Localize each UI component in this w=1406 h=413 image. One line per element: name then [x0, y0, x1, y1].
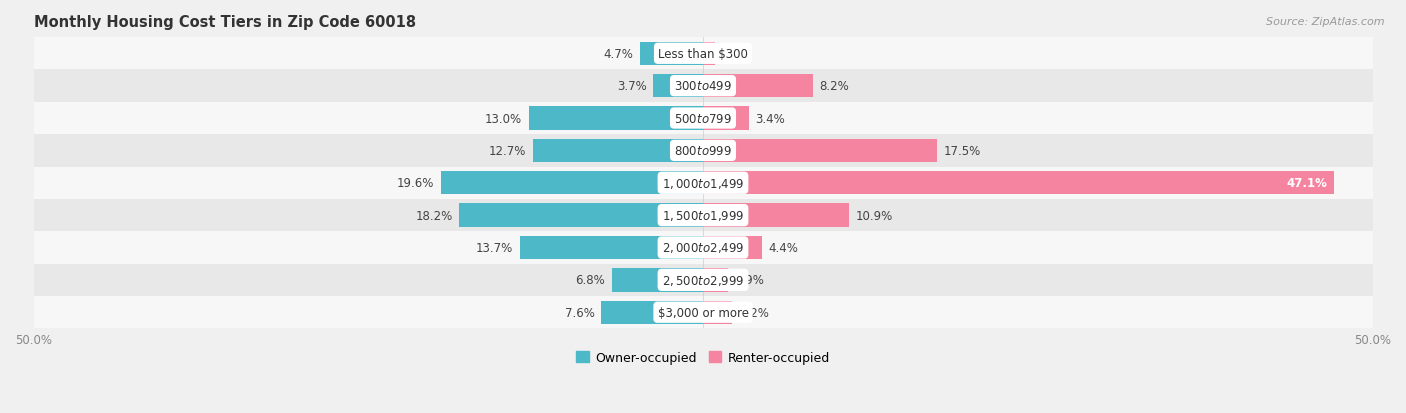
Bar	[34, 264, 1372, 296]
Text: 47.1%: 47.1%	[1286, 177, 1327, 190]
Bar	[654, 75, 703, 98]
Text: 3.7%: 3.7%	[617, 80, 647, 93]
Text: $1,500 to $1,999: $1,500 to $1,999	[662, 209, 744, 223]
Bar	[602, 301, 703, 324]
Text: $500 to $799: $500 to $799	[673, 112, 733, 125]
Bar	[703, 204, 849, 227]
Text: 4.4%: 4.4%	[769, 242, 799, 254]
Text: $3,000 or more: $3,000 or more	[658, 306, 748, 319]
Text: 19.6%: 19.6%	[396, 177, 434, 190]
Bar	[612, 268, 703, 292]
Text: 4.7%: 4.7%	[603, 47, 633, 61]
Text: 2.2%: 2.2%	[740, 306, 769, 319]
Bar	[703, 268, 728, 292]
Text: $1,000 to $1,499: $1,000 to $1,499	[662, 176, 744, 190]
Text: 18.2%: 18.2%	[415, 209, 453, 222]
Text: Less than $300: Less than $300	[658, 47, 748, 61]
Text: $2,000 to $2,499: $2,000 to $2,499	[662, 241, 744, 255]
Text: 8.2%: 8.2%	[820, 80, 849, 93]
Legend: Owner-occupied, Renter-occupied: Owner-occupied, Renter-occupied	[571, 346, 835, 369]
Bar	[34, 135, 1372, 167]
Bar	[34, 167, 1372, 199]
Text: $800 to $999: $800 to $999	[673, 145, 733, 157]
Text: $300 to $499: $300 to $499	[673, 80, 733, 93]
Bar	[533, 140, 703, 163]
Text: 10.9%: 10.9%	[856, 209, 893, 222]
Bar	[703, 172, 1334, 195]
Text: 7.6%: 7.6%	[565, 306, 595, 319]
Bar	[703, 107, 748, 131]
Text: 1.9%: 1.9%	[735, 274, 765, 287]
Text: 13.7%: 13.7%	[475, 242, 513, 254]
Text: Monthly Housing Cost Tiers in Zip Code 60018: Monthly Housing Cost Tiers in Zip Code 6…	[34, 15, 416, 30]
Bar	[703, 236, 762, 259]
Text: 12.7%: 12.7%	[489, 145, 526, 157]
Text: $2,500 to $2,999: $2,500 to $2,999	[662, 273, 744, 287]
Text: Source: ZipAtlas.com: Source: ZipAtlas.com	[1267, 17, 1385, 26]
Bar	[529, 107, 703, 131]
Bar	[34, 102, 1372, 135]
Bar	[460, 204, 703, 227]
Text: 3.4%: 3.4%	[755, 112, 785, 125]
Bar	[520, 236, 703, 259]
Bar	[703, 75, 813, 98]
Bar	[34, 70, 1372, 102]
Bar	[34, 199, 1372, 232]
Bar	[703, 301, 733, 324]
Text: 13.0%: 13.0%	[485, 112, 522, 125]
Bar	[640, 43, 703, 66]
Text: 17.5%: 17.5%	[943, 145, 981, 157]
Bar	[34, 296, 1372, 329]
Text: 0.9%: 0.9%	[721, 47, 751, 61]
Bar	[703, 140, 938, 163]
Bar	[440, 172, 703, 195]
Bar	[703, 43, 716, 66]
Bar	[34, 38, 1372, 70]
Bar	[34, 232, 1372, 264]
Text: 6.8%: 6.8%	[575, 274, 605, 287]
